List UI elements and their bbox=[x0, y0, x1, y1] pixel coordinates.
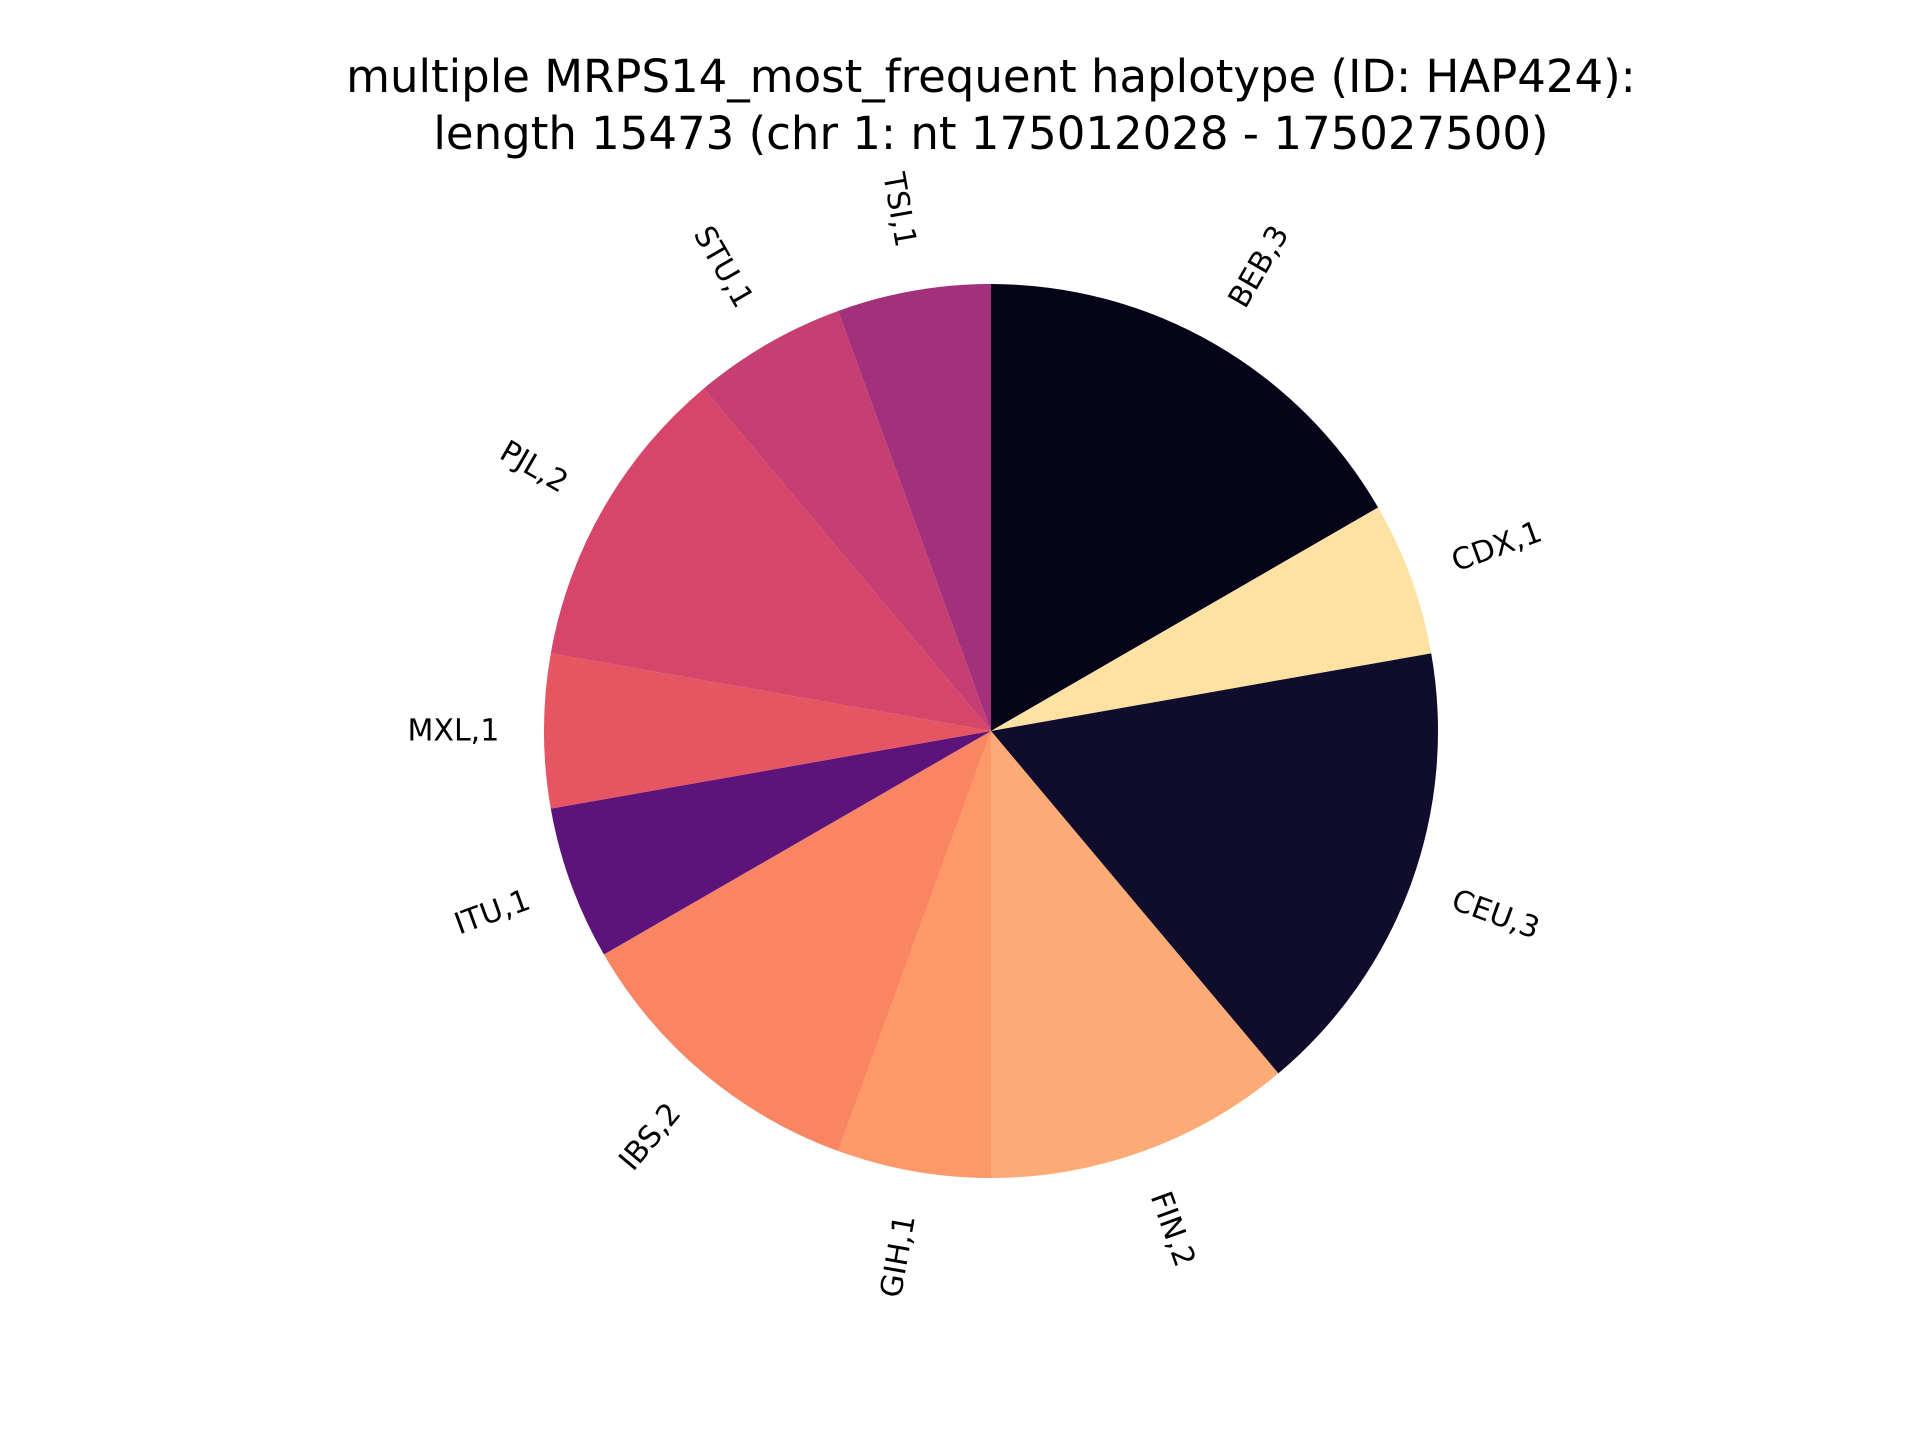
pie-slice-tsi bbox=[838, 284, 991, 731]
pie-slice-fin bbox=[991, 731, 1279, 1178]
pie-slice-ceu bbox=[991, 653, 1439, 1074]
pie-slice-gih bbox=[838, 731, 991, 1178]
pie-label-ceu: CEU,3 bbox=[1447, 883, 1544, 947]
pie-label-beb: BEB,3 bbox=[1222, 220, 1297, 314]
pie-label-mxl: MXL,1 bbox=[408, 714, 500, 749]
pie-label-pjl: PJL,2 bbox=[494, 434, 574, 500]
pie-label-stu: STU,1 bbox=[686, 220, 760, 314]
pie-slice-cdx bbox=[991, 507, 1432, 731]
pie-label-gih: GIH,1 bbox=[874, 1212, 923, 1300]
pie-slice-beb bbox=[991, 284, 1379, 731]
chart-title-line-1: multiple MRPS14_most_frequent haplotype … bbox=[346, 50, 1636, 103]
pie-slice-stu bbox=[703, 310, 991, 731]
pie-label-ibs: IBS,2 bbox=[612, 1096, 688, 1177]
chart-title: multiple MRPS14_most_frequent haplotype … bbox=[0, 48, 1920, 162]
pie-label-itu: ITU,1 bbox=[450, 883, 535, 942]
pie-slice-pjl bbox=[550, 388, 991, 731]
pie-label-cdx: CDX,1 bbox=[1447, 514, 1547, 579]
pie-slice-ibs bbox=[603, 731, 991, 1152]
chart-title-line-2: length 15473 (chr 1: nt 175012028 - 1750… bbox=[433, 107, 1549, 160]
pie-label-fin: FIN,2 bbox=[1143, 1187, 1202, 1271]
pie-slice-mxl bbox=[543, 653, 991, 809]
pie-label-tsi: TSI,1 bbox=[875, 169, 923, 250]
pie-slice-itu bbox=[550, 731, 991, 955]
